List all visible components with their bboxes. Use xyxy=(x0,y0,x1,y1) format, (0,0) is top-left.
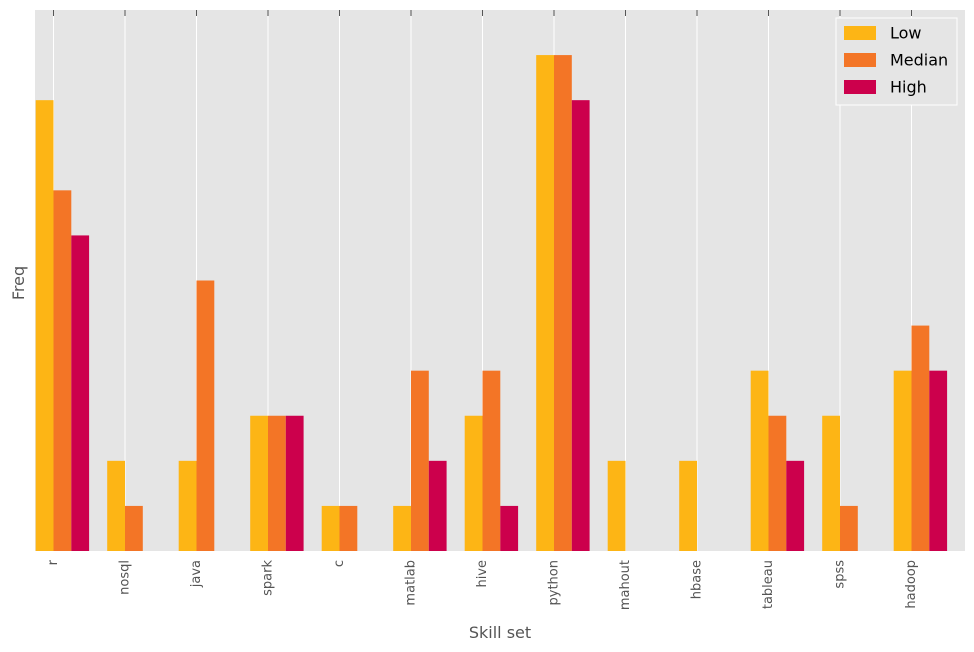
x-tick-label-python: python xyxy=(547,560,562,605)
bar-low-python xyxy=(536,55,554,551)
legend: Low Median High xyxy=(835,17,958,106)
x-tick-label-nosql: nosql xyxy=(118,560,133,595)
bar-high-hive xyxy=(500,505,519,551)
x-tick-label-spark: spark xyxy=(261,560,276,596)
bar-median-spss xyxy=(840,505,858,551)
bar-low-mahout xyxy=(607,460,626,551)
bar-high-matlab xyxy=(428,460,447,551)
legend-label-low: Low xyxy=(890,24,922,43)
bar-low-spss xyxy=(822,415,840,551)
bar-low-java xyxy=(178,460,197,551)
x-tick-label-mahout: mahout xyxy=(618,560,633,610)
bar-median-spark xyxy=(268,415,286,551)
bar-median-matlab xyxy=(411,370,429,551)
x-tick-label-spss: spss xyxy=(833,560,848,589)
bars xyxy=(35,55,948,552)
legend-label-high: High xyxy=(890,78,927,97)
legend-swatch-low xyxy=(844,26,876,40)
x-tick-label-hive: hive xyxy=(475,560,490,588)
x-tick-label-c: c xyxy=(332,560,347,567)
bar-median-hadoop xyxy=(911,325,930,551)
bar-low-spark xyxy=(250,415,268,551)
bar-median-r xyxy=(53,190,72,551)
x-tick-label-hbase: hbase xyxy=(690,560,705,599)
bar-low-hadoop xyxy=(893,370,912,551)
legend-swatch-high xyxy=(844,80,876,94)
legend-swatch-median xyxy=(844,53,876,67)
bar-low-r xyxy=(35,100,54,552)
bar-low-hbase xyxy=(679,460,697,551)
bar-low-hive xyxy=(464,415,483,551)
x-tick-label-java: java xyxy=(189,560,204,588)
x-tick-labels: r nosql java spark c matlab hive python mahout hb… xyxy=(46,559,919,610)
bar-median-tableau xyxy=(768,415,787,551)
y-axis-label: Freq xyxy=(9,266,28,300)
x-tick-label-matlab: matlab xyxy=(404,560,419,606)
bar-high-python xyxy=(571,100,590,552)
bar-high-tableau xyxy=(786,460,805,551)
bar-high-hadoop xyxy=(929,370,948,551)
legend-label-median: Median xyxy=(890,51,948,70)
x-tick-label-r: r xyxy=(46,559,61,565)
x-axis-label: Skill set xyxy=(469,623,531,642)
bar-high-spark xyxy=(285,415,304,551)
bar-median-hive xyxy=(482,370,501,551)
bar-median-c xyxy=(339,505,358,551)
x-tick-label-tableau: tableau xyxy=(761,560,776,609)
bar-median-java xyxy=(196,280,215,551)
bar-median-python xyxy=(554,55,572,551)
x-tick-label-hadoop: hadoop xyxy=(904,560,919,609)
bar-low-c xyxy=(321,505,340,551)
bar-high-r xyxy=(71,235,90,552)
bar-low-nosql xyxy=(107,460,125,551)
bar-median-nosql xyxy=(125,505,143,551)
bar-low-matlab xyxy=(393,505,411,551)
bar-low-tableau xyxy=(750,370,769,551)
